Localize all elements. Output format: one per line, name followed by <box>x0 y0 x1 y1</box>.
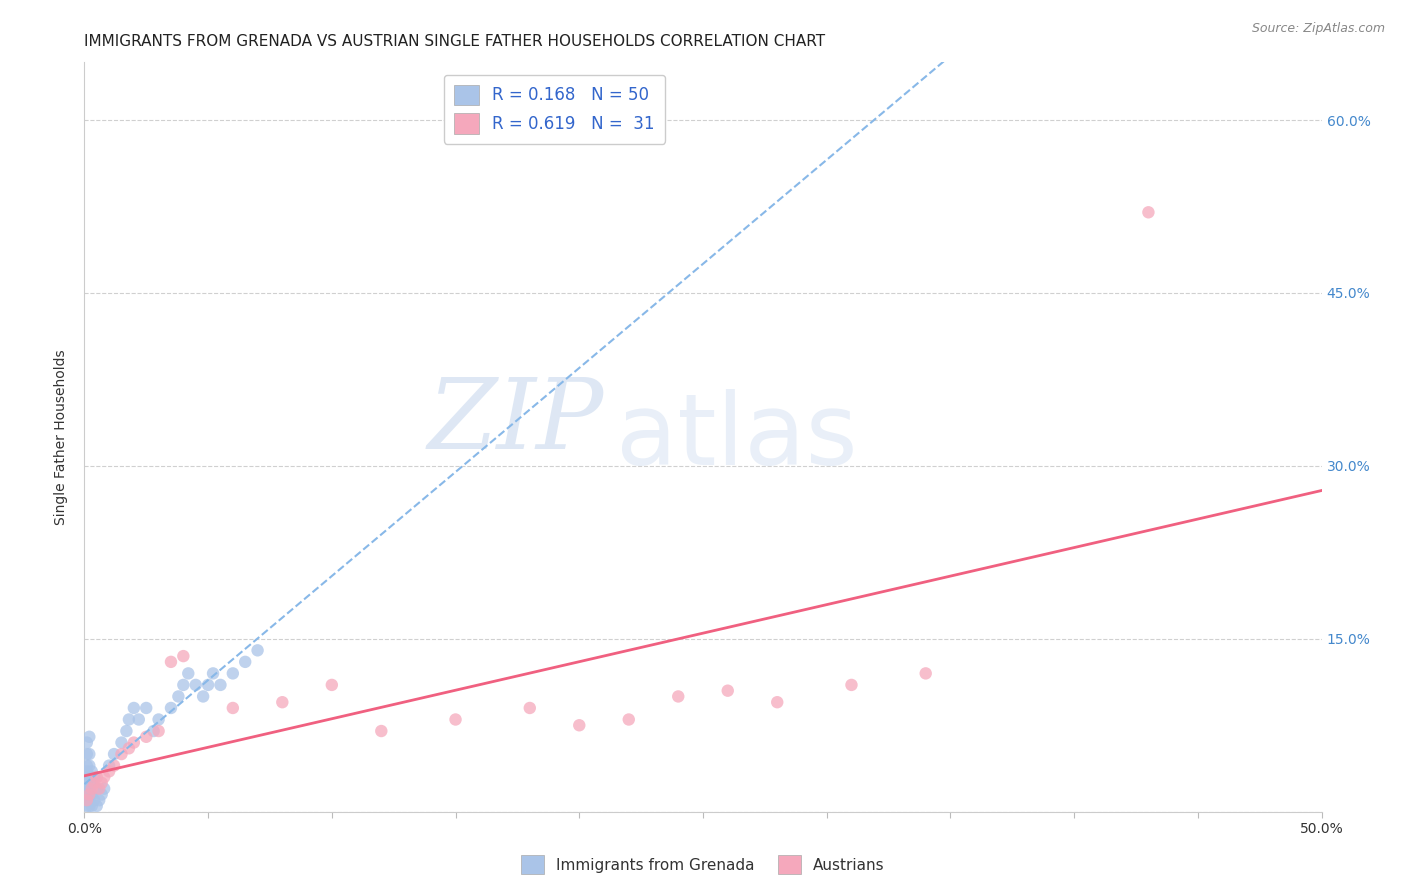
Point <box>1137 205 1160 219</box>
Point <box>172 678 194 692</box>
Point <box>222 701 245 715</box>
Point <box>79 758 101 772</box>
Point <box>76 764 98 779</box>
Point <box>135 730 157 744</box>
Point <box>233 655 256 669</box>
Point <box>321 678 343 692</box>
Legend: R = 0.168   N = 50, R = 0.619   N =  31: R = 0.168 N = 50, R = 0.619 N = 31 <box>444 75 665 144</box>
Point <box>246 643 269 657</box>
Point <box>76 781 98 796</box>
Point <box>617 713 640 727</box>
Point <box>80 799 103 814</box>
Point <box>666 690 689 704</box>
Point <box>191 690 214 704</box>
Point <box>79 730 101 744</box>
Point <box>80 764 103 779</box>
Point <box>209 678 232 692</box>
Point <box>76 747 98 761</box>
Point <box>841 678 863 692</box>
Point <box>142 724 165 739</box>
Point <box>90 776 112 790</box>
Point <box>76 788 98 802</box>
Point <box>914 666 936 681</box>
Legend: Immigrants from Grenada, Austrians: Immigrants from Grenada, Austrians <box>515 849 891 880</box>
Point <box>103 758 125 772</box>
Point <box>135 701 157 715</box>
Point <box>76 799 98 814</box>
Point <box>271 695 294 709</box>
Point <box>76 793 98 807</box>
Point <box>184 678 207 692</box>
Point <box>76 770 98 784</box>
Point <box>79 781 101 796</box>
Point <box>83 770 105 784</box>
Point <box>93 781 115 796</box>
Point <box>76 735 98 749</box>
Point <box>79 793 101 807</box>
Point <box>83 793 105 807</box>
Point <box>76 758 98 772</box>
Point <box>148 713 170 727</box>
Point <box>444 713 467 727</box>
Point <box>160 655 183 669</box>
Point <box>717 683 740 698</box>
Point <box>93 770 115 784</box>
Point <box>110 747 132 761</box>
Point <box>86 781 108 796</box>
Point <box>86 770 108 784</box>
Point <box>118 713 141 727</box>
Point <box>128 713 150 727</box>
Text: Source: ZipAtlas.com: Source: ZipAtlas.com <box>1251 22 1385 36</box>
Point <box>118 741 141 756</box>
Point <box>115 724 138 739</box>
Point <box>519 701 541 715</box>
Point <box>110 735 132 749</box>
Point <box>79 799 101 814</box>
Point <box>202 666 225 681</box>
Point <box>568 718 591 732</box>
Text: ZIP: ZIP <box>427 375 605 470</box>
Point <box>98 758 121 772</box>
Point <box>86 799 108 814</box>
Point <box>160 701 183 715</box>
Point <box>76 776 98 790</box>
Point <box>177 666 200 681</box>
Point <box>80 788 103 802</box>
Point <box>103 747 125 761</box>
Point <box>122 701 145 715</box>
Y-axis label: Single Father Households: Single Father Households <box>55 350 69 524</box>
Point <box>370 724 392 739</box>
Point <box>89 781 111 796</box>
Text: IMMIGRANTS FROM GRENADA VS AUSTRIAN SINGLE FATHER HOUSEHOLDS CORRELATION CHART: IMMIGRANTS FROM GRENADA VS AUSTRIAN SING… <box>84 34 825 49</box>
Point <box>766 695 789 709</box>
Text: atlas: atlas <box>616 389 858 485</box>
Point <box>98 764 121 779</box>
Point <box>122 735 145 749</box>
Point <box>172 649 194 664</box>
Point <box>79 770 101 784</box>
Point <box>83 776 105 790</box>
Point <box>167 690 190 704</box>
Point <box>80 776 103 790</box>
Point <box>90 788 112 802</box>
Point <box>76 793 98 807</box>
Point <box>222 666 245 681</box>
Point <box>89 793 111 807</box>
Point <box>80 781 103 796</box>
Point <box>148 724 170 739</box>
Point <box>79 788 101 802</box>
Point <box>79 747 101 761</box>
Point <box>197 678 219 692</box>
